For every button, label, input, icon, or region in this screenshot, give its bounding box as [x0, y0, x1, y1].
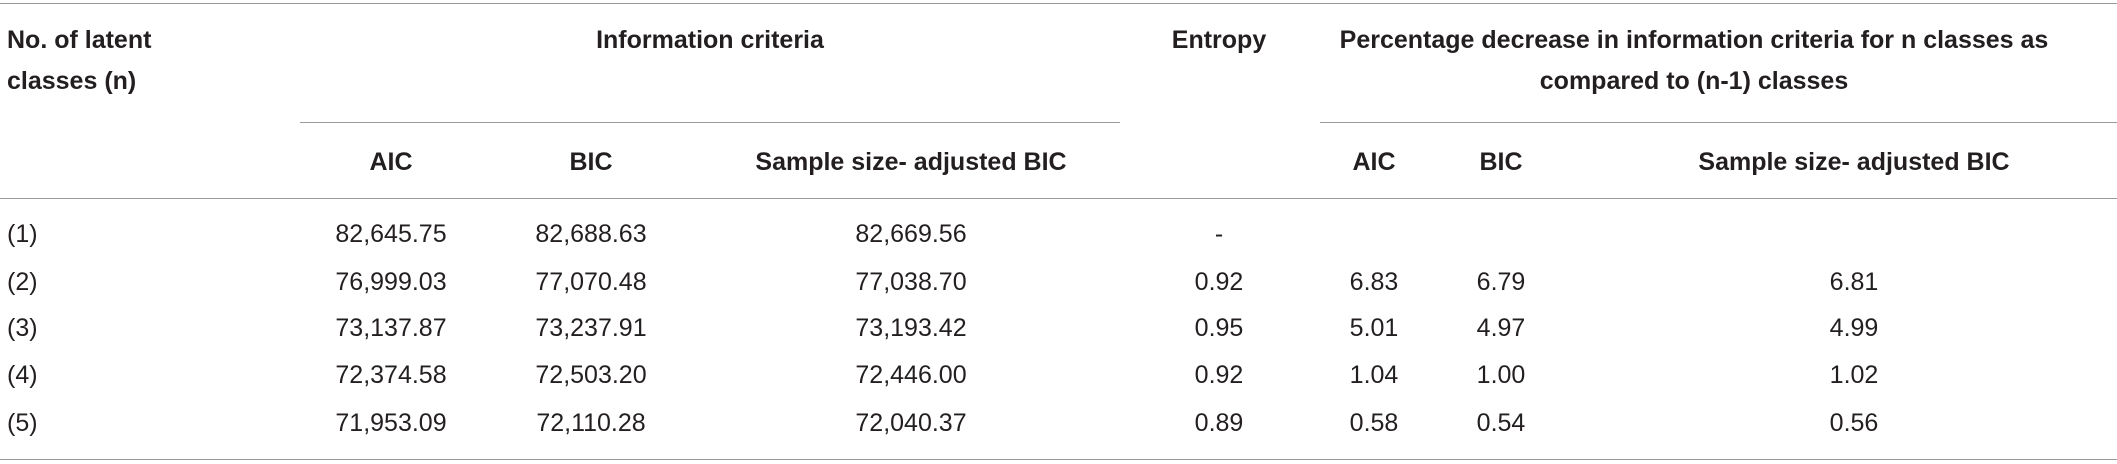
column-header: Entropy [1171, 26, 1267, 54]
table-cell: 6.79 [1476, 268, 1526, 296]
table-cell: 0.95 [1194, 314, 1244, 342]
table-cell: 72,110.28 [536, 409, 646, 437]
table-cell: 6.81 [1829, 268, 1879, 296]
table-cell: 4.97 [1476, 314, 1526, 342]
row-label: (2) [7, 268, 38, 296]
table-cell: 0.92 [1194, 268, 1244, 296]
table-cell: 73,237.91 [535, 314, 647, 342]
row-label: (4) [7, 361, 38, 389]
table-cell: 6.83 [1349, 268, 1399, 296]
sub-column-header: AIC [1352, 148, 1396, 176]
table-cell: 1.00 [1476, 361, 1526, 389]
table-cell: 77,070.48 [535, 268, 647, 296]
sub-column-header: BIC [569, 148, 613, 176]
table-cell: 0.56 [1829, 409, 1879, 437]
top-rule [0, 3, 2117, 4]
row-label: (1) [7, 220, 38, 248]
group-header: Percentage decrease in information crite… [1339, 26, 2049, 95]
group-header: Information criteria [596, 26, 824, 54]
table-cell: 72,374.58 [335, 361, 447, 389]
group-rule [1320, 122, 2117, 123]
column-header: No. of latent classes (n) [7, 26, 152, 95]
sub-column-header: Sample size- adjusted BIC [755, 148, 1067, 176]
table-cell: 73,193.42 [855, 314, 967, 342]
table-cell: 71,953.09 [335, 409, 447, 437]
sub-column-header: Sample size- adjusted BIC [1698, 148, 2010, 176]
group-rule [300, 122, 1120, 123]
table-cell: 82,669.56 [855, 220, 967, 248]
table-cell: 5.01 [1349, 314, 1399, 342]
sub-column-header: BIC [1479, 148, 1523, 176]
table-cell: 72,446.00 [855, 361, 967, 389]
sub-column-header: AIC [369, 148, 413, 176]
table-cell: 76,999.03 [335, 268, 447, 296]
table-cell: 1.02 [1829, 361, 1879, 389]
table-cell: 73,137.87 [335, 314, 447, 342]
table-cell: 1.04 [1349, 361, 1399, 389]
row-label: (5) [7, 409, 38, 437]
table-cell: 0.89 [1194, 409, 1244, 437]
table-cell: 0.92 [1194, 361, 1244, 389]
header-rule [0, 198, 2117, 199]
table-cell: 4.99 [1829, 314, 1879, 342]
bottom-rule [0, 459, 2117, 460]
table-cell: 82,645.75 [335, 220, 447, 248]
table-cell: 72,040.37 [855, 409, 967, 437]
table-cell: 82,688.63 [535, 220, 647, 248]
table-cell: 77,038.70 [855, 268, 967, 296]
table-cell: 0.54 [1476, 409, 1526, 437]
row-label: (3) [7, 314, 38, 342]
table-cell: 72,503.20 [535, 361, 647, 389]
table-cell: 0.58 [1349, 409, 1399, 437]
table-cell: - [1214, 220, 1224, 248]
